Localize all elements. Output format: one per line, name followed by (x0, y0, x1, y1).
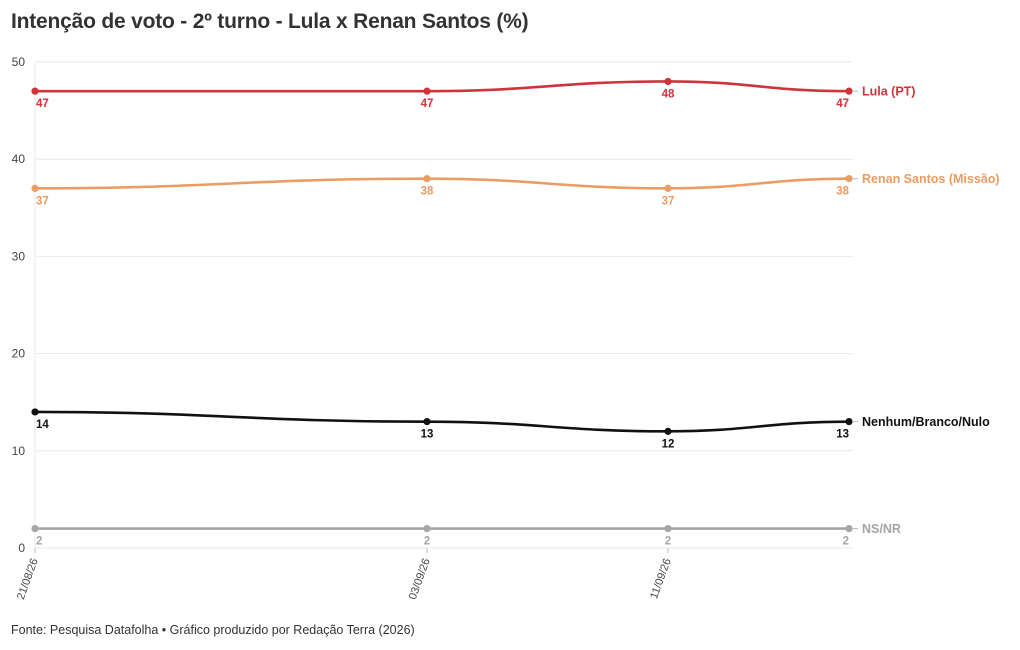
y-tick-label: 40 (12, 152, 26, 166)
x-tick-label: 11/09/26 (648, 557, 674, 601)
data-point-nenhum-branco-nulo (31, 408, 39, 416)
x-tick-label: 03/09/26 (407, 557, 433, 601)
data-label-renan-santos-miss-o: 38 (836, 186, 849, 198)
data-label-ns-nr: 2 (665, 536, 671, 548)
data-point-lula-pt (31, 87, 39, 95)
y-tick-label: 20 (12, 347, 26, 361)
data-label-nenhum-branco-nulo: 12 (662, 438, 675, 450)
data-point-nenhum-branco-nulo (845, 418, 853, 426)
data-label-nenhum-branco-nulo: 13 (836, 429, 849, 441)
y-tick-label: 50 (12, 55, 26, 69)
data-label-renan-santos-miss-o: 37 (36, 195, 49, 207)
data-point-ns-nr (31, 524, 39, 533)
data-label-lula-pt: 47 (421, 98, 434, 110)
data-point-nenhum-branco-nulo (664, 427, 672, 435)
data-point-lula-pt (423, 87, 431, 95)
source-note: Fonte: Pesquisa Datafolha • Gráfico prod… (11, 623, 415, 637)
chart-title: Intenção de voto - 2º turno - Lula x Ren… (11, 10, 529, 33)
data-point-ns-nr (664, 524, 672, 533)
data-label-renan-santos-miss-o: 37 (662, 195, 675, 207)
data-point-renan-santos-miss-o (664, 184, 672, 192)
data-label-ns-nr: 2 (36, 536, 42, 548)
series-line-nenhum-branco-nulo (33, 410, 851, 433)
data-point-lula-pt (845, 87, 853, 95)
data-label-ns-nr: 2 (424, 536, 430, 548)
data-point-ns-nr (423, 524, 431, 533)
data-point-ns-nr (845, 524, 853, 533)
y-tick-label: 30 (12, 249, 26, 263)
x-tick-label: 21/08/26 (15, 557, 41, 601)
data-point-lula-pt (664, 77, 672, 86)
data-label-ns-nr: 2 (843, 536, 849, 548)
data-point-renan-santos-miss-o (31, 184, 39, 192)
data-point-nenhum-branco-nulo (423, 418, 431, 426)
series-label-nenhum-branco-nulo: Nenhum/Branco/Nulo (862, 415, 990, 429)
series-label-renan-santos-miss-o: Renan Santos (Missão) (862, 172, 1000, 186)
y-tick-label: 0 (18, 541, 25, 555)
series-label-lula-pt: Lula (PT) (862, 85, 915, 99)
data-label-nenhum-branco-nulo: 13 (421, 429, 434, 441)
data-label-lula-pt: 48 (662, 88, 675, 100)
line-chart: 0 10 20 30 40 50 21/08/26 03/09/26 11/09/26 47 47 4… (12, 55, 1000, 601)
data-point-renan-santos-miss-o (845, 175, 853, 183)
y-tick-label: 10 (12, 444, 26, 458)
series-label-ns-nr: NS/NR (862, 522, 901, 536)
data-label-lula-pt: 47 (36, 98, 49, 110)
series-line-lula-pt (33, 80, 851, 93)
data-label-renan-santos-miss-o: 38 (421, 186, 434, 198)
data-label-nenhum-branco-nulo: 14 (36, 419, 49, 431)
data-label-lula-pt: 47 (836, 98, 849, 110)
series-line-renan-santos-miss-o (33, 177, 851, 190)
data-point-renan-santos-miss-o (423, 175, 431, 183)
